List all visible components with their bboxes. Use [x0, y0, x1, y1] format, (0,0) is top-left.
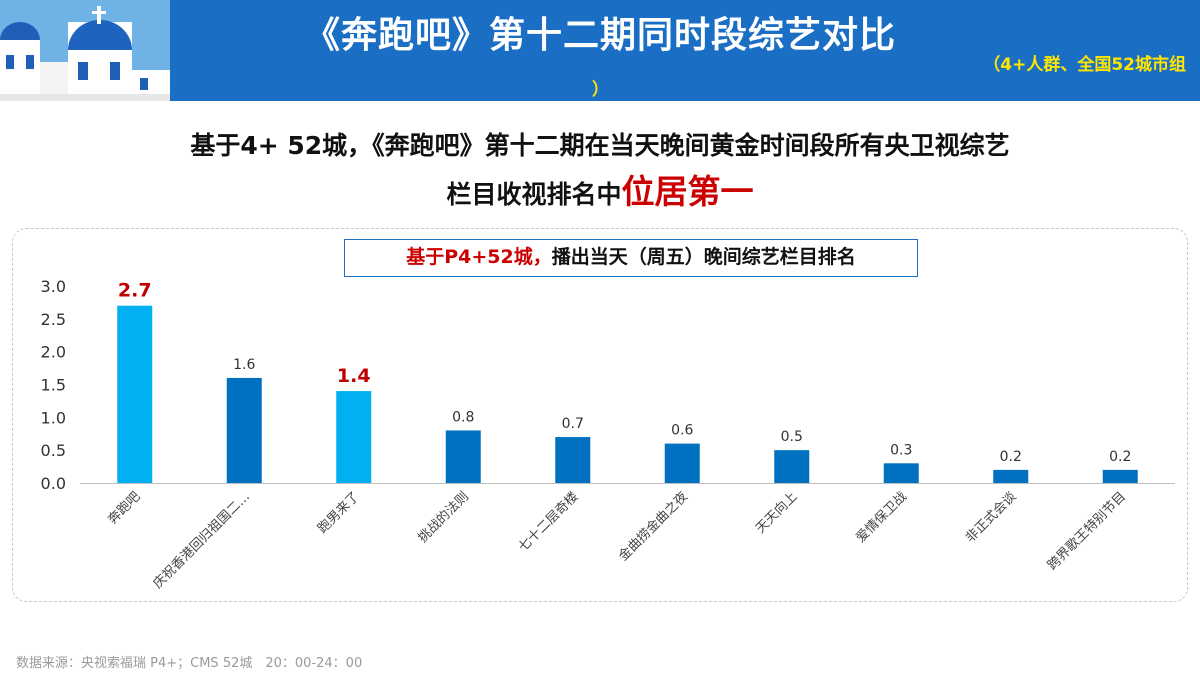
category-label: 七十二层奇楼: [515, 489, 581, 555]
data-label: 0.3: [890, 442, 912, 458]
data-label: 1.4: [337, 365, 371, 387]
category-label: 天天向上: [752, 489, 800, 537]
y-tick-label: 2.5: [41, 310, 66, 329]
bar: [445, 430, 481, 483]
bar: [555, 437, 591, 483]
category-label: 金曲捞金曲之夜: [615, 489, 691, 565]
category-label: 跨界歌王特别节目: [1045, 489, 1129, 573]
audience-note: （4+人群、全国52城市组: [983, 55, 1186, 75]
category-label: 爱情保卫战: [853, 489, 910, 546]
bar: [117, 305, 153, 483]
bar: [664, 443, 700, 483]
bar: [226, 377, 262, 483]
y-tick-label: 0.5: [41, 441, 66, 460]
bar: [336, 391, 372, 483]
headline-line-1: 基于4+ 52城，《奔跑吧》第十二期在当天晚间黄金时间段所有央卫视综艺: [190, 131, 1010, 160]
data-label: 0.7: [562, 416, 584, 432]
page-title: 《奔跑吧》第十二期同时段综艺对比: [303, 15, 896, 56]
bar: [993, 469, 1029, 483]
category-label: 奔跑吧: [105, 489, 143, 527]
y-tick-label: 1.5: [41, 376, 66, 395]
category-label: 跑男来了: [315, 489, 362, 536]
category-label: 非正式会谈: [963, 489, 1020, 546]
chart-title: 基于P4+52城，播出当天（周五）晚间综艺栏目排名: [344, 239, 918, 277]
data-label: 0.2: [1000, 449, 1022, 465]
chart-title-text: 播出当天（周五）晚间综艺栏目排名: [551, 246, 856, 268]
data-label: 0.5: [781, 429, 803, 445]
bar: [1102, 469, 1138, 483]
bar: [883, 463, 919, 483]
category-label: 挑战的法则: [415, 489, 472, 546]
y-tick-label: 0.0: [41, 474, 66, 493]
headline-emphasis: 位居第一: [621, 172, 754, 211]
data-label: 0.6: [671, 423, 693, 439]
data-label: 0.2: [1109, 449, 1131, 465]
data-label: 1.6: [233, 357, 255, 373]
audience-note-end: ）: [592, 80, 609, 100]
data-label: 0.8: [452, 409, 474, 425]
santorini-dome-illustration: [0, 0, 170, 101]
data-label: 2.7: [118, 280, 152, 302]
chart-title-highlight: 基于P4+52城，: [406, 246, 552, 268]
y-tick-label: 2.0: [41, 343, 66, 362]
bar: [774, 450, 810, 483]
category-label: 庆祝香港回归祖国二…: [151, 489, 254, 592]
y-tick-label: 1.0: [41, 408, 66, 427]
title-banner: 《奔跑吧》第十二期同时段综艺对比 （4+人群、全国52城市组 ）: [0, 0, 1200, 101]
headline-line-2: 栏目收视排名中位居第一: [60, 165, 1140, 213]
chart-panel: [12, 228, 1188, 602]
headline-prefix: 栏目收视排名中: [446, 180, 622, 209]
data-source: 数据来源：央视索福瑞 P4+；CMS 52城 20：00-24：00: [16, 656, 363, 671]
y-tick-label: 3.0: [41, 277, 66, 296]
